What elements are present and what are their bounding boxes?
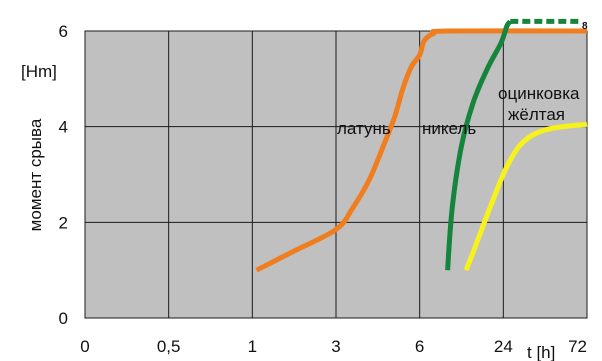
plot-frame (84, 30, 588, 319)
infinity-mark: 8 (582, 21, 588, 32)
x-tick-label: 72 (568, 337, 587, 356)
x-tick-label: 24 (494, 337, 513, 356)
annotation-latun: латунь (337, 119, 391, 138)
y-tick-label: 2 (59, 213, 68, 232)
y-tick-label: 4 (59, 118, 68, 137)
y-tick-labels: 0 2 4 6 (59, 22, 68, 328)
y-axis-unit: [Hm] (21, 62, 57, 81)
x-tick-labels: 0 0,5 1 3 6 24 72 (80, 337, 587, 356)
annotation-zheltaya: жёлтая (508, 105, 565, 124)
annotation-nikel: никель (422, 119, 476, 138)
series-line-0 (255, 28, 588, 273)
series-layer (255, 18, 588, 273)
y-axis-title: момент срыва (26, 118, 45, 231)
x-axis-title: t [h] (527, 343, 555, 361)
y-tick-label: 6 (59, 22, 68, 41)
annotation-otsinkovka: оцинковка (498, 84, 580, 103)
series-line-3 (463, 121, 588, 272)
x-tick-label: 3 (331, 337, 340, 356)
x-tick-label: 6 (415, 337, 424, 356)
x-tick-label: 0,5 (157, 337, 181, 356)
grid-lines (85, 31, 587, 318)
x-tick-label: 0 (80, 337, 89, 356)
x-tick-label: 1 (248, 337, 257, 356)
series-line-1 (445, 19, 513, 271)
y-tick-label: 0 (59, 309, 68, 328)
